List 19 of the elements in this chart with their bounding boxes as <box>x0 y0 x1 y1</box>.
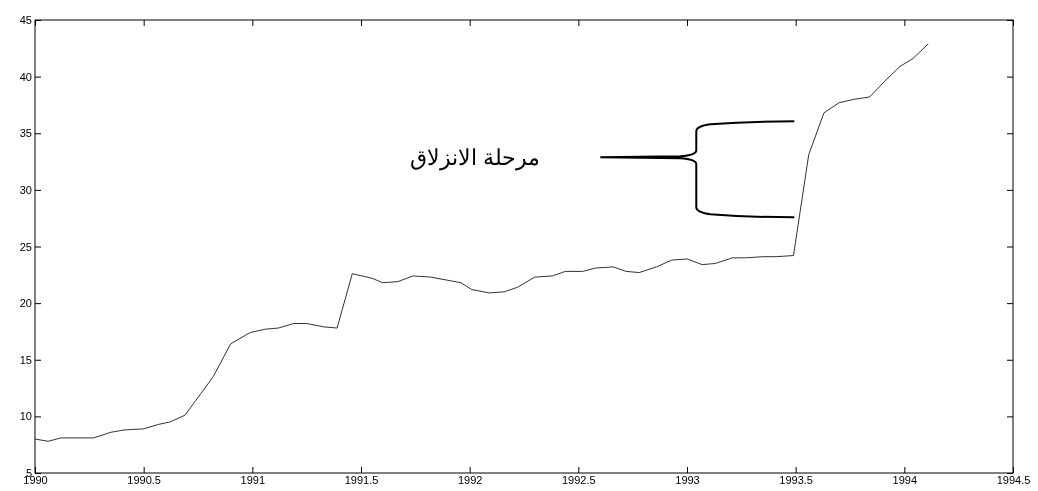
y-tick-label: 30 <box>19 183 32 196</box>
y-tick-label: 25 <box>19 240 32 253</box>
x-tick-label: 1994 <box>892 473 918 486</box>
y-tick-label: 15 <box>19 353 32 366</box>
x-tick-label: 1991 <box>240 473 266 486</box>
y-tick-label: 45 <box>19 14 32 27</box>
annotation: مرحلة الانزلاق <box>410 145 541 172</box>
x-tick-label: 1993 <box>675 473 700 486</box>
y-tick-label: 20 <box>19 297 32 310</box>
x-tick-label: 1993.5 <box>779 473 813 486</box>
x-tick-label: 1992.5 <box>562 473 596 486</box>
x-tick-label: 1992 <box>457 473 483 486</box>
y-tick-label: 40 <box>19 70 32 83</box>
x-tick-label: 1991.5 <box>344 473 379 486</box>
y-tick-label: 35 <box>19 127 32 140</box>
line-series <box>34 43 929 442</box>
y-tick-label: 10 <box>19 410 32 423</box>
x-tick-label: 1994.5 <box>996 473 1031 486</box>
x-tick-label: 1990.5 <box>127 473 161 486</box>
